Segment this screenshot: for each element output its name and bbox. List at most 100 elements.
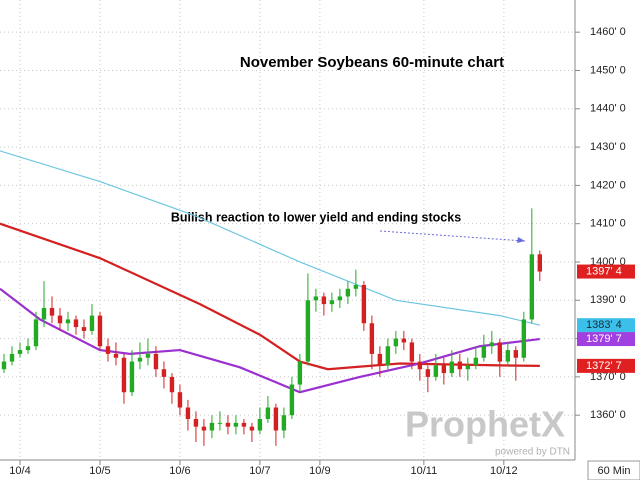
y-tick-label: 1370' 0: [590, 371, 626, 383]
candle-body: [97, 315, 103, 347]
candle-body: [473, 357, 479, 366]
candle-body: [41, 307, 47, 320]
y-tick-label: 1420' 0: [590, 179, 626, 191]
candle-body: [377, 353, 383, 366]
candle-body: [401, 338, 407, 343]
candle-body: [481, 346, 487, 358]
candle-body: [489, 342, 495, 347]
x-tick-label: 10/6: [169, 465, 190, 477]
candle-body: [201, 426, 207, 431]
candle-body: [217, 422, 223, 424]
grid: [0, 0, 575, 460]
candle-body: [17, 350, 23, 354]
candle-body: [281, 415, 287, 431]
candle-body: [433, 365, 439, 377]
candle-body: [409, 342, 415, 362]
candle-body: [345, 288, 351, 297]
candle-body: [233, 422, 239, 427]
candle-body: [137, 357, 143, 362]
candle-body: [337, 296, 343, 301]
logo: ProphetX: [405, 404, 565, 445]
candle-body: [313, 296, 319, 301]
candle-body: [273, 407, 279, 431]
price-tag: [577, 332, 635, 347]
candle-body: [185, 407, 191, 420]
plot: [0, 150, 543, 446]
logo-sub: powered by DTN: [495, 447, 570, 458]
y-tick-label: 1410' 0: [590, 218, 626, 230]
candle-body: [513, 350, 519, 358]
candle-body: [297, 361, 303, 385]
candle-body: [9, 353, 15, 362]
interval-box: [587, 460, 640, 480]
candle-body: [241, 422, 247, 427]
candle-body: [521, 319, 527, 358]
x-tick-label: 10/5: [89, 465, 110, 477]
candle-body: [89, 315, 95, 331]
interval-label: 60 Min: [597, 465, 630, 477]
candle-body: [193, 419, 199, 427]
candle-body: [25, 346, 31, 351]
candle-body: [129, 361, 135, 393]
price-tag-label: 1372' 7: [586, 360, 622, 372]
candle-body: [177, 392, 183, 408]
candle-body: [65, 319, 71, 324]
candle-body: [257, 419, 263, 431]
candle-body: [161, 369, 167, 377]
candle-body: [329, 300, 335, 305]
candle-body: [425, 369, 431, 377]
x-tick-label: 10/4: [9, 465, 30, 477]
candle-body: [105, 346, 111, 354]
price-tag: [577, 264, 635, 279]
candle-body: [417, 361, 423, 370]
candle-body: [353, 284, 359, 289]
x-tick-label: 10/12: [490, 465, 518, 477]
candle-body: [537, 254, 543, 272]
candle-body: [369, 323, 375, 354]
candle-body: [289, 384, 295, 416]
candle-body: [321, 296, 327, 305]
candle-body: [225, 422, 231, 427]
annotation: Bullish reaction to lower yield and endi…: [171, 210, 461, 224]
candle-body: [457, 361, 463, 370]
candle-body: [265, 407, 271, 420]
price-tag-label: 1397' 4: [586, 265, 622, 277]
chart-title: November Soybeans 60-minute chart: [240, 54, 504, 71]
candle-body: [505, 350, 511, 362]
candle-body: [209, 422, 215, 431]
candle-body: [385, 346, 391, 366]
y-tick-label: 1450' 0: [590, 64, 626, 76]
candle-body: [361, 284, 367, 324]
candle-body: [73, 319, 79, 328]
candle-body: [81, 327, 87, 331]
price-tag-label: 1379' 7: [586, 333, 622, 345]
x-tick-label: 10/9: [309, 465, 330, 477]
moving-average: [0, 150, 540, 326]
candle-body: [465, 365, 471, 370]
candle-body: [121, 357, 127, 393]
annotation-arrow: [379, 230, 526, 242]
candle-body: [57, 315, 63, 324]
candle-body: [249, 426, 255, 431]
candle-body: [33, 319, 39, 347]
x-tick-label: 10/7: [249, 465, 270, 477]
price-tag: [577, 358, 635, 373]
x-tick-label: 10/11: [410, 465, 437, 477]
y-tick-label: 1460' 0: [590, 26, 626, 38]
y-tick-label: 1440' 0: [590, 103, 626, 115]
candle-body: [305, 300, 311, 362]
y-tick-label: 1390' 0: [590, 294, 626, 306]
price-tag: [577, 318, 635, 333]
candle-body: [497, 342, 503, 362]
y-tick-label: 1430' 0: [590, 141, 626, 153]
candle-body: [529, 254, 535, 320]
candle-body: [113, 353, 119, 358]
price-tag-label: 1383' 4: [586, 319, 622, 331]
candle-body: [441, 365, 447, 374]
candle-body: [145, 353, 151, 358]
candle-body: [49, 307, 55, 316]
candle-body: [153, 353, 159, 370]
y-tick-label: 1360' 0: [590, 409, 626, 421]
moving-average: [0, 287, 540, 394]
